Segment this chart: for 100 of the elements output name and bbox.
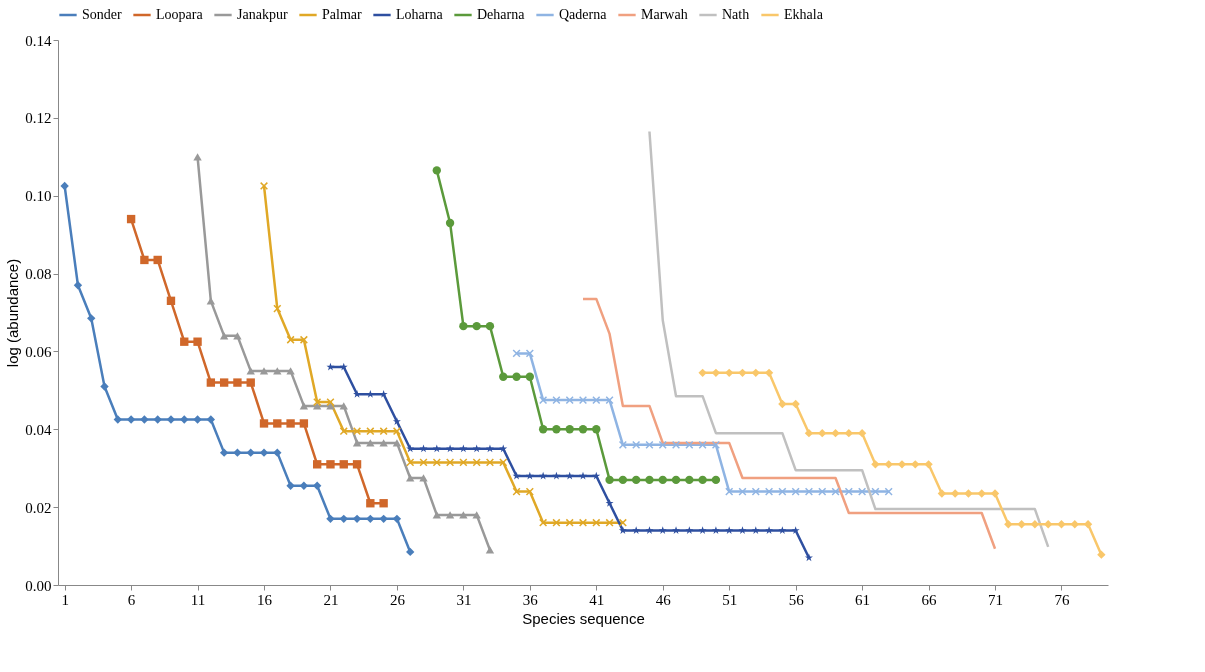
point [552,425,561,434]
point [193,415,202,424]
point [180,415,189,424]
point [432,511,441,519]
point [539,395,548,405]
point [352,439,362,447]
point [645,475,654,485]
point [818,429,827,438]
point [459,321,468,331]
x-axis-title: Species sequence [522,609,645,627]
point [219,378,229,387]
point [525,349,534,358]
point [698,475,707,485]
point [472,444,481,453]
x-tick-label: 61 [855,591,871,608]
x-tick-label: 76 [1054,591,1070,608]
point [804,487,814,496]
point [352,427,362,436]
point [459,458,468,467]
point [605,518,614,527]
point [884,487,893,496]
x-tick-label: 51 [722,591,738,608]
point [552,395,561,405]
point [592,518,601,527]
point [312,460,322,469]
point [645,526,654,534]
legend-label: Ekhala [784,7,824,22]
point [499,458,508,467]
point [871,460,880,469]
y-tick-label: 0.04 [25,421,52,438]
point [379,439,388,447]
legend-label: Palmar [322,7,362,22]
point [339,427,348,436]
point [658,475,667,485]
point [671,475,681,485]
point [632,440,641,449]
point [286,419,295,428]
point [525,372,535,381]
point [499,372,508,381]
point [485,546,495,554]
point [791,399,800,409]
point [259,448,269,457]
point [406,444,415,453]
point [299,335,308,344]
point [937,489,947,498]
point [658,526,667,534]
point [233,448,242,457]
point [1083,520,1093,529]
y-tick-label: 0.12 [25,110,52,127]
point [485,321,495,331]
point [392,417,401,425]
point [751,526,760,534]
point [605,475,614,485]
point [685,475,694,485]
point [499,444,508,453]
x-tick-label: 36 [522,591,539,608]
point [711,526,720,534]
point [791,526,800,534]
y-tick-label: 0.06 [25,343,52,360]
point [352,460,362,469]
point [977,489,986,498]
point [964,489,973,498]
point [472,321,481,331]
point [858,487,867,496]
point [924,460,933,469]
x-tick-label: 31 [456,591,472,608]
point [645,440,654,449]
point [618,518,627,527]
point [366,514,375,523]
point [379,514,388,523]
point [87,314,96,323]
point [339,460,348,469]
point [618,526,627,534]
point [672,526,681,534]
point [206,415,216,424]
point [233,378,242,387]
point [725,368,734,378]
point [738,526,747,534]
x-tick-label: 11 [190,591,206,608]
point [273,448,282,457]
y-tick-label: 0.02 [25,499,52,516]
point [778,526,787,534]
point [605,499,614,507]
point [565,471,574,480]
point [990,489,1000,498]
point [419,474,428,482]
point [539,518,548,527]
point [512,349,521,358]
point [366,439,375,447]
y-axis-title: log (abundance) [4,258,22,368]
point [791,487,800,496]
point [711,475,721,485]
legend-label: Qaderna [559,7,608,22]
point [445,458,455,467]
point [725,487,734,496]
point [459,511,468,519]
line-series [581,297,997,551]
point [578,395,588,405]
x-tick-label: 26 [389,591,406,608]
point [406,547,415,557]
